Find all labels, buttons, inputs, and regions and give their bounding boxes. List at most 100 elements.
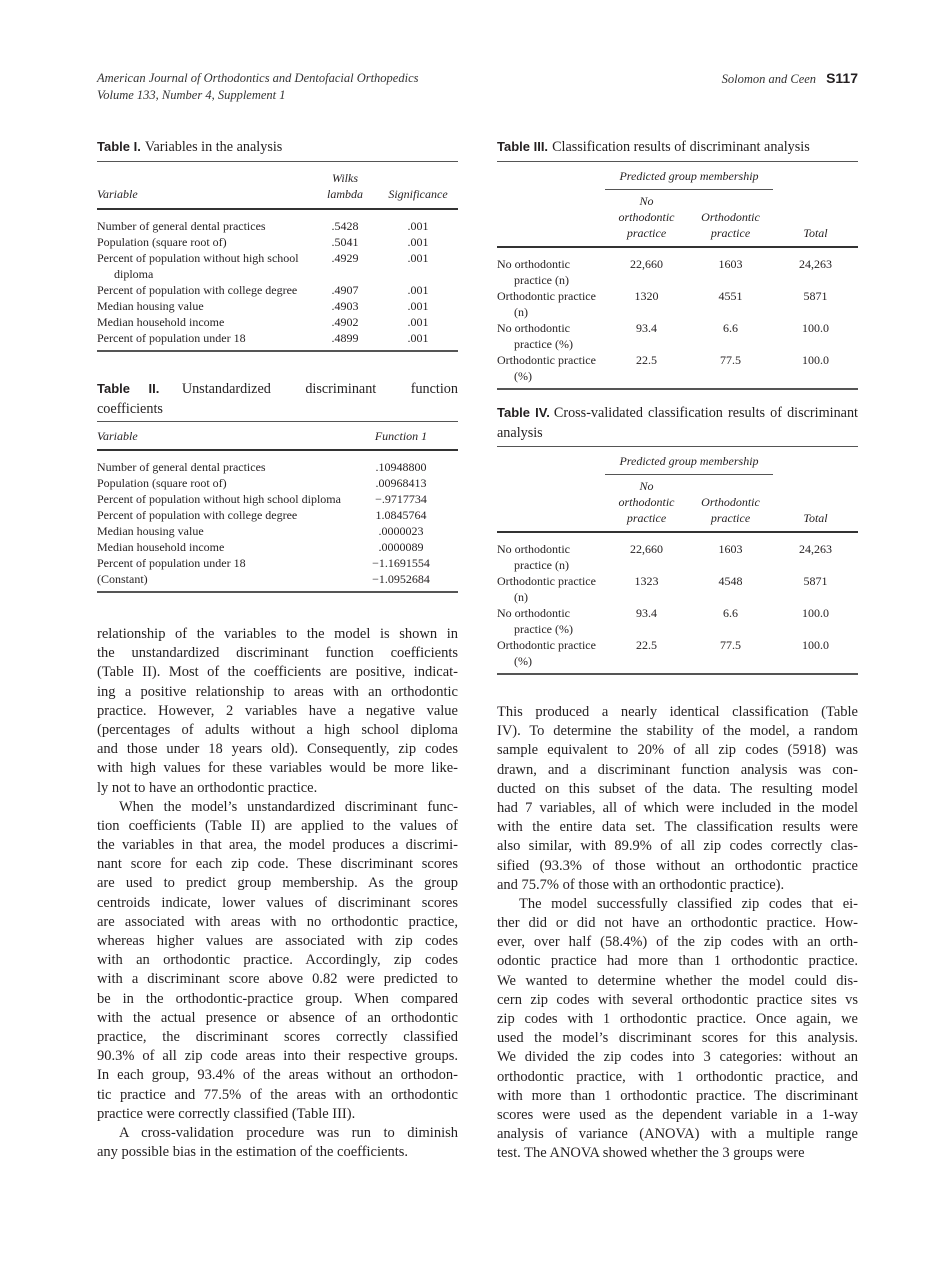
table-4: Table IV. Cross-validated classification …	[497, 403, 858, 675]
header-wilks-2: lambda	[327, 186, 363, 201]
spacer	[439, 491, 458, 507]
text-line: zip codes with 1 orthodontic practice. O…	[497, 1011, 858, 1027]
cell-variable: Population (square root of)	[97, 234, 227, 249]
spacer	[439, 571, 458, 587]
text-line: ther did or did not have an orthodontic …	[497, 915, 858, 932]
cell-no-orthodontic: 93.4	[636, 320, 657, 335]
header-line: Orthodontic	[701, 209, 760, 224]
table-row: (Constant) −1.0952684	[97, 571, 458, 587]
header-predicted-group: Predicted group membership	[605, 161, 773, 190]
table-1: Table I. Variables in the analysis Variab…	[97, 137, 458, 352]
cell-coefficient: .0000023	[378, 524, 424, 538]
cell-coefficient: .10948800	[375, 460, 427, 474]
cell-variable: Percent of population without high schoo…	[97, 250, 299, 281]
table-bottom-rule	[97, 349, 458, 352]
cell-variable: Number of general dental practices	[97, 460, 266, 474]
cell-total: 24,263	[799, 542, 832, 556]
text-line: with more than 1 orthodontic practice. T…	[497, 1087, 858, 1104]
cell-total: 5871	[803, 288, 828, 303]
table-header-row: Variable Function 1	[97, 422, 458, 451]
header-line: orthodontic	[618, 209, 675, 224]
cell-variable: Median housing value	[97, 298, 204, 313]
header-line: No	[639, 479, 654, 493]
table-row: Percent of population under 18 .4899 .001	[97, 330, 458, 346]
table-row: Number of general dental practices .10948…	[97, 450, 458, 475]
cell-orthodontic: 4551	[718, 288, 743, 303]
cell-orthodontic: 6.6	[723, 606, 738, 620]
table-header-row: No orthodontic practice Orthodontic practice…	[497, 475, 858, 532]
table-row: No orthodontic practice (n) 22,660 1603 24,…	[497, 532, 858, 573]
table-1-title: Table I. Variables in the analysis	[97, 137, 458, 158]
header-predicted-group: Predicted group membership	[605, 446, 773, 475]
cell-significance: .001	[407, 282, 429, 297]
header-total: Total	[803, 511, 828, 525]
table-title-text: Cross-validated classification results o…	[497, 405, 858, 441]
text-line: We wanted to determine whether the model…	[497, 972, 858, 989]
cell-total: 100.0	[802, 638, 829, 652]
cell-total: 5871	[803, 574, 828, 588]
cell-total: 24,263	[799, 256, 832, 271]
cell-significance: .001	[407, 218, 429, 233]
text-line: odontic practice had more than 1 orthodo…	[497, 953, 858, 970]
table3-grid: Predicted group membership No orthodontic p…	[497, 160, 858, 384]
spacer	[439, 422, 458, 451]
header-significance: Significance	[388, 186, 448, 201]
text-line: and those under 18 years old). Consequen…	[97, 741, 458, 758]
table-row: Orthodontic practice (%) 22.5 77.5 100.0	[497, 637, 858, 669]
cell-row-label: No orthodontic practice (%)	[497, 606, 573, 636]
text-line: are used to predict group membership. As…	[97, 875, 458, 892]
table-row: Orthodontic practice (n) 1323 4548 5871	[497, 573, 858, 605]
cell-significance: .001	[407, 250, 429, 265]
text-line: IV). To determine the stability of the m…	[497, 723, 858, 740]
cell-significance: .001	[407, 298, 429, 313]
cell-row-label: No orthodontic practice (%)	[497, 320, 573, 351]
text-line: and 75.7% of those with an orthodontic p…	[497, 876, 785, 893]
header-variable: Variable	[97, 186, 138, 201]
table-row: Median household income .0000089	[97, 539, 458, 555]
header-no-orthodontic: No orthodontic practice	[605, 189, 688, 247]
paragraph: A cross-validation procedure was run to …	[97, 1124, 458, 1162]
table-row: Population (square root of) .00968413	[97, 475, 458, 491]
spacer	[439, 507, 458, 523]
cell-row-label: Orthodontic practice (%)	[497, 352, 596, 383]
text-line: with the entire data set. The classifica…	[497, 819, 858, 836]
cell-wilks: .4899	[331, 330, 359, 345]
text-line: practice were correctly classified (Tabl…	[97, 1105, 356, 1122]
empty-cell	[497, 161, 605, 189]
cell-orthodontic: 1603	[718, 542, 743, 556]
text-line: whereas higher values are associated wit…	[97, 933, 458, 949]
cell-row-label: No orthodontic practice (n)	[497, 542, 570, 572]
table-4-title: Table IV. Cross-validated classification …	[497, 403, 858, 443]
cell-no-orthodontic: 22,660	[630, 256, 663, 271]
cell-variable: Percent of population with college degre…	[97, 508, 298, 522]
cell-row-label: Orthodontic practice (%)	[497, 638, 596, 668]
table-row: Orthodontic practice (%) 22.5 77.5 100.0	[497, 352, 858, 384]
cell-orthodontic: 1603	[718, 256, 743, 271]
table-header-row: Variable Wilks lambda Significance	[97, 161, 458, 209]
header-line: orthodontic	[618, 495, 675, 509]
header-line: practice	[626, 511, 667, 525]
text-line: In each group, 93.4% of the areas withou…	[97, 1067, 458, 1084]
cell-coefficient: −1.0952684	[372, 572, 430, 586]
table-bottom-rule	[497, 673, 858, 675]
journal-name: American Journal of Orthodontics and Den…	[97, 71, 419, 85]
text-line: are associated with areas with no orthod…	[97, 913, 458, 930]
cell-wilks: .4902	[331, 314, 359, 329]
text-line: sample equivalent to 20% of all zip code…	[497, 742, 858, 759]
header-line: practice	[710, 511, 751, 525]
table-2: Table II. Unstandardized discriminant fu…	[97, 379, 458, 593]
table-row: No orthodontic practice (%) 93.4 6.6 100.0	[497, 605, 858, 637]
body-text-left-column: relationship of the variables to the mod…	[97, 625, 458, 1162]
text-line: We divided the zip codes into 3 categori…	[497, 1049, 858, 1066]
text-line: ing a positive relationship to areas wit…	[97, 683, 458, 700]
cell-variable: Median household income	[97, 314, 225, 329]
table-bottom-rule	[497, 387, 858, 390]
text-line: ly not to have an orthodontic practice.	[97, 779, 318, 796]
journal-volume: Volume 133, Number 4, Supplement 1	[97, 88, 286, 102]
table-row: Percent of population with college degre…	[97, 282, 458, 298]
table-header-row: No orthodontic practice Orthodontic practice…	[497, 189, 858, 247]
header-line: No	[639, 193, 654, 208]
cell-significance: .001	[407, 330, 429, 345]
text-line: The model successfully classified zip co…	[519, 895, 858, 912]
table-row: Median housing value .0000023	[97, 523, 458, 539]
